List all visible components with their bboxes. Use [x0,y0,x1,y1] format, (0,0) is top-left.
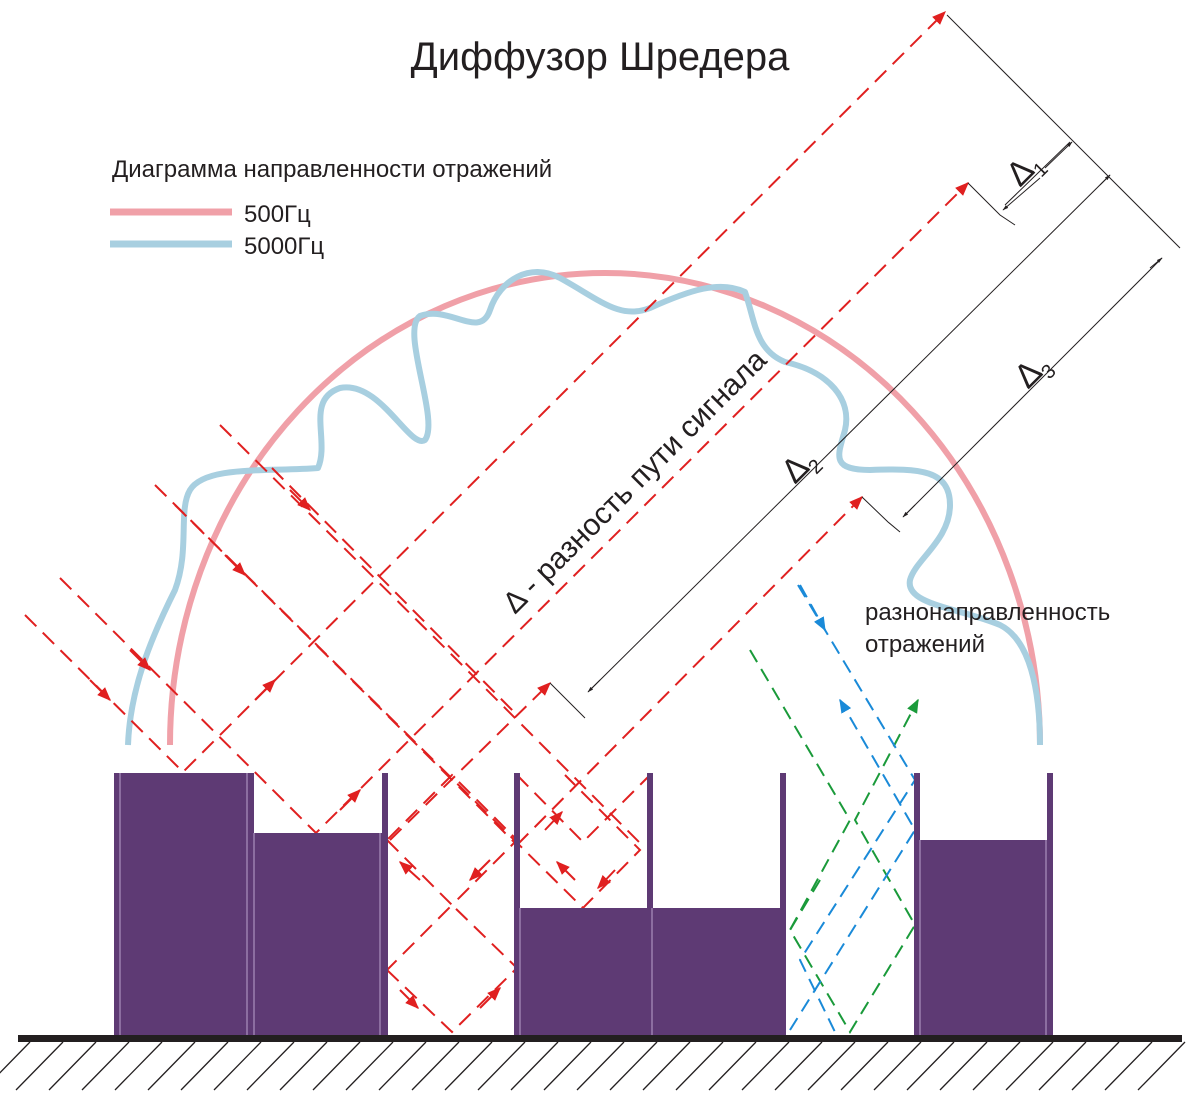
hatch-line [1137,1041,1186,1091]
hatch-line [543,1041,592,1091]
arrow-icon [339,789,361,811]
hatch-line [477,1041,526,1091]
well-fill-2 [250,833,385,1038]
hatch-line [15,1041,64,1091]
polar-pattern-5000hz [125,269,1043,746]
path-difference-label: Δ - разность пути сигнала [497,343,774,620]
hatch-line [246,1041,295,1091]
ray-6 [271,467,518,716]
hatch-line [147,1041,196,1091]
arrow-icon [224,554,246,576]
hatch-line [609,1041,658,1091]
hatch-line [510,1041,559,1091]
arrow-icon [129,649,151,671]
hatch-line [906,1041,955,1091]
hatch-line [114,1041,163,1091]
ray-3 [154,484,642,910]
arrow-icon [556,861,576,881]
ray-5 [219,424,641,844]
delta-3-label: Δ 3 [1007,353,1061,396]
hatch-line [48,1041,97,1091]
well-zigzag-2 [385,903,519,1034]
arrow-icon [544,810,563,831]
arrow-icon [254,679,276,701]
hatch-line [0,1041,31,1074]
well-fill-4 [517,908,650,1038]
hatch-line [741,1041,790,1091]
legend-title: Диаграмма направленности отражений [112,156,552,183]
hatch-line [444,1041,493,1091]
hatch-line [1071,1041,1120,1091]
hatch-line [642,1041,691,1091]
hatch-line [279,1041,328,1091]
ray-8 [516,496,863,846]
arrow-icon [479,987,501,1009]
hatch-line [1038,1041,1087,1091]
blue-rays [789,584,917,1033]
hatch-line [840,1041,889,1091]
floor-hatching [0,1041,1186,1091]
hatch-line [1005,1041,1054,1091]
ray-7 [389,682,551,841]
green-rays [749,649,919,1034]
ray-1 [24,11,946,774]
diagram-title: Диффузор Шредера [411,35,790,79]
well-fill-1 [115,773,250,1038]
floor [18,1035,1182,1042]
hatch-line [576,1041,625,1091]
hatch-line [81,1041,130,1091]
scatter-label-line2: отражений [865,631,985,658]
hatch-line [1104,1041,1153,1091]
hatch-line [807,1041,856,1091]
arrow-icon [89,679,111,701]
diffuser-wells [114,773,1053,1038]
delta-2-label: Δ 2 [774,448,828,491]
hatch-line [411,1041,460,1091]
arrow-icon [469,859,491,881]
hatch-line [972,1041,1021,1091]
hatch-line [213,1041,262,1091]
legend-label-500hz: 500Гц [244,201,311,228]
arrow-icon [289,489,311,511]
arrow-icon [597,869,616,890]
legend-label-5000hz: 5000Гц [244,233,324,260]
well-fill-7 [917,840,1052,1038]
hatch-line [774,1041,823,1091]
hatch-line [939,1041,988,1091]
hatch-line [378,1041,427,1091]
delta-1-label: Δ 1 [999,151,1053,194]
arrow-icon [399,989,419,1009]
hatch-line [708,1041,757,1091]
polar-pattern-500hz [167,270,1043,746]
hatch-line [180,1041,229,1091]
hatch-line [312,1041,361,1091]
hatch-line [675,1041,724,1091]
hatch-line [345,1041,394,1091]
scatter-label-line1: разнонаправленность [865,599,1110,626]
dimension-lines [549,14,1181,719]
well-zigzag-1 [386,773,519,907]
well-zigzag-3 [516,774,651,844]
well-divider-highlights [119,773,1047,1038]
arrow-icon [398,861,421,881]
well-fill-5 [650,908,783,1038]
hatch-line [873,1041,922,1091]
